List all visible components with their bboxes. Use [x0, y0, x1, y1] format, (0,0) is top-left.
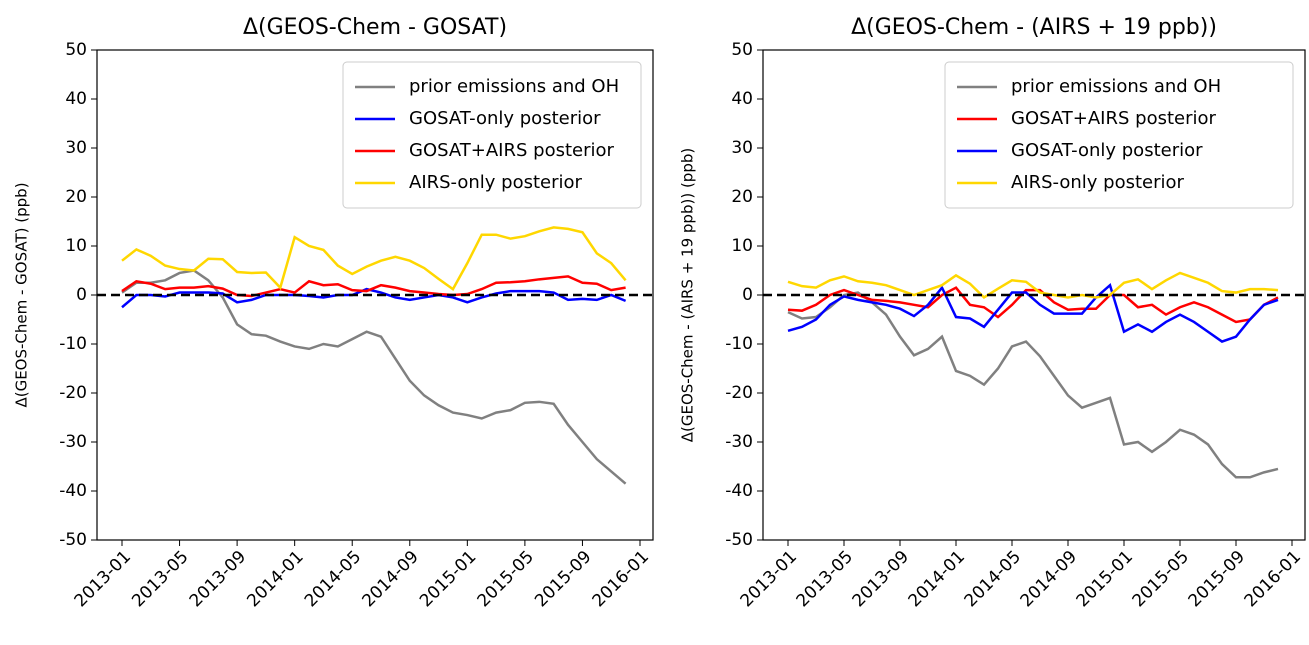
legend-box: [944, 61, 1294, 209]
y-tick-label: 30: [65, 138, 87, 158]
x-tick-label: 2013-01: [737, 547, 801, 611]
y-tick-label: -10: [59, 334, 87, 354]
x-tick-label: 2014-09: [1017, 547, 1081, 611]
y-axis-label: Δ(GEOS-Chem - GOSAT) (ppb): [13, 182, 31, 407]
data-line: [787, 282, 1279, 343]
y-tick-label: 0: [742, 285, 753, 305]
x-tick-label: 2013-09: [186, 547, 250, 611]
legend-label: GOSAT+AIRS posterior: [1011, 108, 1217, 129]
y-tick-label: 30: [731, 138, 753, 158]
x-tick-label: 2013-05: [793, 547, 857, 611]
x-tick-label: 2013-05: [128, 547, 192, 611]
legend-label: GOSAT-only posterior: [1011, 140, 1203, 161]
x-tick-label: 2014-05: [301, 547, 365, 611]
data-line: [787, 271, 1279, 300]
y-tick-label: -30: [725, 432, 753, 452]
legend-label: GOSAT-only posterior: [409, 108, 601, 129]
data-line: [121, 287, 627, 309]
y-tick-label: 40: [65, 89, 87, 109]
legend-label: AIRS-only posterior: [409, 172, 583, 193]
y-tick-label: 20: [65, 187, 87, 207]
y-tick-label: -10: [725, 334, 753, 354]
legend-label: AIRS-only posterior: [1011, 172, 1185, 193]
x-tick-label: 2014-01: [243, 547, 307, 611]
data-line: [121, 269, 627, 485]
x-tick-label: 2015-05: [1129, 547, 1193, 611]
x-tick-label: 2016-01: [589, 547, 653, 611]
y-tick-label: -50: [725, 530, 753, 550]
legend-label: GOSAT+AIRS posterior: [409, 140, 615, 161]
x-tick-label: 2014-01: [905, 547, 969, 611]
y-tick-label: -20: [59, 383, 87, 403]
data-line: [787, 286, 1279, 324]
x-tick-label: 2015-09: [1185, 547, 1249, 611]
axes-frame: [762, 49, 1306, 541]
data-line: [121, 226, 627, 291]
x-tick-label: 2014-09: [358, 547, 422, 611]
legend-label: prior emissions and OH: [409, 76, 619, 97]
y-tick-label: 10: [731, 236, 753, 256]
x-tick-label: 2015-01: [416, 547, 480, 611]
chart-title: Δ(GEOS-Chem - (AIRS + 19 ppb)): [851, 15, 1217, 40]
x-tick-label: 2015-01: [1073, 547, 1137, 611]
axes-frame: [96, 49, 654, 541]
x-tick-label: 2015-05: [474, 547, 538, 611]
y-tick-label: 10: [65, 236, 87, 256]
data-line: [121, 275, 626, 298]
y-tick-label: 50: [65, 40, 87, 60]
x-tick-label: 2015-09: [531, 547, 595, 611]
y-tick-label: -40: [59, 481, 87, 501]
y-tick-label: -50: [59, 530, 87, 550]
x-tick-label: 2013-09: [849, 547, 913, 611]
y-axis-label: Δ(GEOS-Chem - (AIRS + 19 ppb)) (ppb): [679, 148, 697, 442]
legend-box: [342, 61, 642, 209]
y-tick-label: -30: [59, 432, 87, 452]
chart-title: Δ(GEOS-Chem - GOSAT): [243, 15, 507, 40]
y-tick-label: 0: [76, 285, 87, 305]
y-tick-label: 50: [731, 40, 753, 60]
y-tick-label: 20: [731, 187, 753, 207]
legend-label: prior emissions and OH: [1011, 76, 1221, 97]
y-tick-label: 40: [731, 89, 753, 109]
x-tick-label: 2014-05: [961, 547, 1025, 611]
x-tick-label: 2016-01: [1241, 547, 1305, 611]
x-tick-label: 2013-01: [71, 547, 135, 611]
data-line: [787, 291, 1279, 479]
y-tick-label: -40: [725, 481, 753, 501]
y-tick-label: -20: [725, 383, 753, 403]
